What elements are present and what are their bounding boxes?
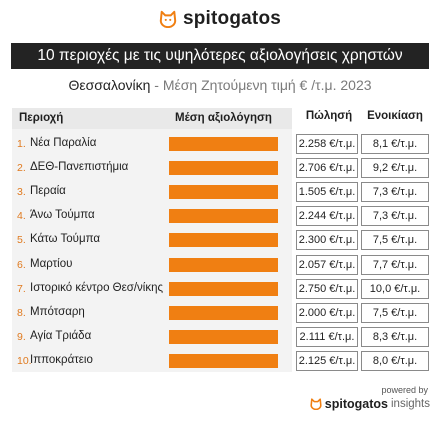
sale-price-value: 1.505 €/τ.μ. bbox=[296, 182, 358, 203]
rating-bar bbox=[169, 257, 278, 272]
row-rank: 1. bbox=[17, 138, 26, 150]
footer-brand-suffix: insights bbox=[391, 398, 430, 410]
chart-row: 8. Μπότσαρη 2.000 €/τ.μ. 7,5 €/τ.μ. bbox=[0, 301, 440, 325]
rent-price-value: 7,5 €/τ.μ. bbox=[361, 230, 429, 251]
chart-row: 9. Αγία Τριάδα 2.111 €/τ.μ. 8,3 €/τ.μ. bbox=[0, 325, 440, 349]
region-label: Αγία Τριάδα bbox=[30, 329, 92, 342]
row-rank: 7. bbox=[17, 282, 26, 295]
region-label: ΔΕΘ-Πανεπιστήμια bbox=[30, 161, 129, 174]
footer-brand-name: spitogatos bbox=[324, 397, 388, 411]
rating-bar bbox=[169, 209, 278, 224]
brand-logo: spitogatos bbox=[0, 8, 440, 30]
row-rank: 8. bbox=[17, 306, 26, 319]
header-sale: Πώλησή bbox=[305, 110, 353, 122]
sale-price-value: 2.111 €/τ.μ. bbox=[296, 326, 358, 347]
rent-price-value: 7,3 €/τ.μ. bbox=[361, 206, 429, 227]
rating-bar bbox=[169, 137, 278, 151]
chart-title: 10 περιοχές με τις υψηλότερες αξιολογήσε… bbox=[11, 43, 429, 69]
chart-row: 7. Ιστορικό κέντρο Θεσ/νίκης 2.750 €/τ.μ. 1… bbox=[0, 277, 440, 301]
region-label: Μαρτίου bbox=[30, 257, 73, 270]
rent-price-value: 10,0 €/τ.μ. bbox=[361, 278, 429, 299]
region-label: Ιπποκράτειο bbox=[30, 353, 93, 366]
row-rank: 5. bbox=[17, 234, 26, 247]
header-region: Περιοχή bbox=[19, 112, 64, 124]
cat-icon bbox=[159, 10, 177, 28]
chart-row: 2. ΔΕΘ-Πανεπιστήμια 2.706 €/τ.μ. 9,2 €/τ.μ. bbox=[0, 156, 440, 180]
rent-price-value: 9,2 €/τ.μ. bbox=[361, 158, 429, 179]
region-label: Νέα Παραλία bbox=[30, 137, 97, 149]
sale-price-value: 2.125 €/τ.μ. bbox=[296, 350, 358, 371]
rating-bar bbox=[169, 281, 278, 296]
powered-by-label: powered by bbox=[381, 385, 428, 395]
sale-price-value: 2.000 €/τ.μ. bbox=[296, 302, 358, 323]
header-background bbox=[12, 108, 292, 129]
rent-price-value: 8,1 €/τ.μ. bbox=[361, 134, 429, 154]
sale-price-value: 2.706 €/τ.μ. bbox=[296, 158, 358, 179]
sale-price-value: 2.244 €/τ.μ. bbox=[296, 206, 358, 227]
region-label: Ιστορικό κέντρο Θεσ/νίκης bbox=[30, 281, 164, 294]
row-rank: 2. bbox=[17, 162, 26, 175]
row-rank: 4. bbox=[17, 210, 26, 223]
chart-row: 5. Κάτω Τούμπα 2.300 €/τ.μ. 7,5 €/τ.μ. bbox=[0, 228, 440, 252]
rating-bar bbox=[169, 185, 278, 200]
header-rent: Ενοικίαση bbox=[367, 110, 423, 122]
region-label: Περαία bbox=[30, 185, 66, 198]
rating-bar bbox=[169, 329, 278, 344]
rent-price-value: 7,7 €/τ.μ. bbox=[361, 254, 429, 275]
chart-row: 3. Περαία 1.505 €/τ.μ. 7,3 €/τ.μ. bbox=[0, 180, 440, 204]
sale-price-value: 2.057 €/τ.μ. bbox=[296, 254, 358, 275]
subtitle-city: Θεσσαλονίκη bbox=[68, 77, 151, 93]
chart-subtitle: Θεσσαλονίκη - Μέση Ζητούμενη τιμή € /τ.μ… bbox=[0, 77, 440, 93]
sale-price-value: 2.300 €/τ.μ. bbox=[296, 230, 358, 251]
chart-row: 10. Ιπποκράτειο 2.125 €/τ.μ. 8,0 €/τ.μ. bbox=[0, 349, 440, 373]
rent-price-value: 8,0 €/τ.μ. bbox=[361, 350, 429, 371]
region-label: Μπότσαρη bbox=[30, 305, 85, 318]
rent-price-value: 7,3 €/τ.μ. bbox=[361, 182, 429, 203]
chart-row: 6. Μαρτίου 2.057 €/τ.μ. 7,7 €/τ.μ. bbox=[0, 253, 440, 277]
rent-price-value: 8,3 €/τ.μ. bbox=[361, 326, 429, 347]
sale-price-value: 2.750 €/τ.μ. bbox=[296, 278, 358, 299]
chart-row: 1. Νέα Παραλία 2.258 €/τ.μ. 8,1 €/τ.μ. bbox=[0, 132, 440, 156]
sale-price-value: 2.258 €/τ.μ. bbox=[296, 134, 358, 154]
chart-row: 4. Άνω Τούμπα 2.244 €/τ.μ. 7,3 €/τ.μ. bbox=[0, 204, 440, 228]
row-rank: 10. bbox=[17, 354, 32, 367]
region-label: Άνω Τούμπα bbox=[30, 209, 95, 222]
region-label: Κάτω Τούμπα bbox=[30, 233, 101, 246]
rating-bar bbox=[169, 305, 278, 320]
footer-brand: spitogatos insights bbox=[300, 397, 430, 411]
row-rank: 9. bbox=[17, 330, 26, 343]
header-rating: Μέση αξιολόγηση bbox=[175, 112, 272, 124]
row-rank: 6. bbox=[17, 258, 26, 271]
row-rank: 3. bbox=[17, 186, 26, 199]
rating-bar bbox=[169, 161, 278, 176]
cat-icon bbox=[310, 398, 322, 410]
rating-bar bbox=[169, 233, 278, 248]
rent-price-value: 7,5 €/τ.μ. bbox=[361, 302, 429, 323]
subtitle-description: - Μέση Ζητούμενη τιμή € /τ.μ. 2023 bbox=[150, 77, 372, 93]
rating-bar bbox=[169, 353, 278, 368]
brand-name: spitogatos bbox=[182, 8, 282, 29]
